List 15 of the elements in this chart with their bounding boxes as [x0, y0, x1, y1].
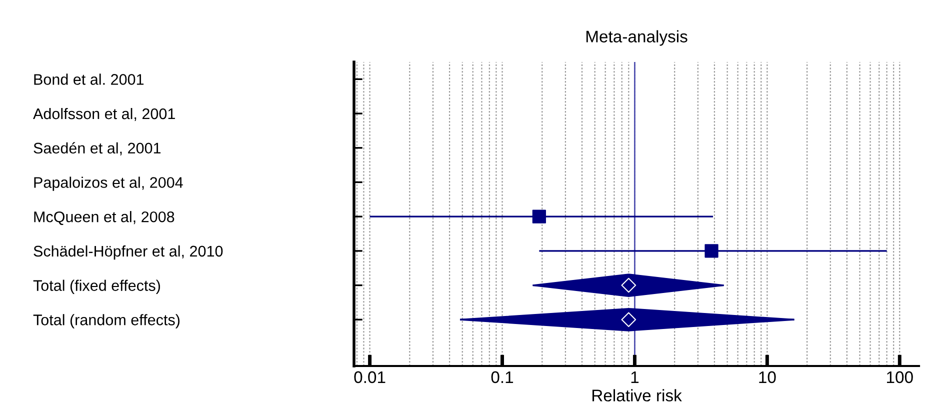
y-tick-label: Total (random effects): [33, 314, 180, 328]
x-tick-label: 10: [759, 371, 776, 384]
chart-title: Meta-analysis: [586, 30, 688, 46]
y-tick-label: Bond et al. 2001: [34, 74, 144, 85]
y-tick-label: Saedén et al, 2001: [34, 142, 161, 156]
y-tick-label: Adolfsson et al, 2001: [33, 108, 175, 122]
x-tick-label: 100: [887, 371, 913, 384]
x-axis-title: Relative risk: [592, 389, 682, 402]
x-tick-label: 0.01: [354, 371, 386, 384]
y-tick-label: McQueen et al, 2008: [34, 211, 174, 225]
x-tick-label: 0.1: [491, 371, 514, 384]
y-tick-label: Schädel-Höpfner et al, 2010: [34, 245, 223, 260]
x-tick-label: 1: [631, 371, 639, 383]
y-tick-label: Papaloizos et al, 2004: [34, 176, 183, 191]
y-tick-label: Total (fixed effects): [33, 280, 160, 294]
